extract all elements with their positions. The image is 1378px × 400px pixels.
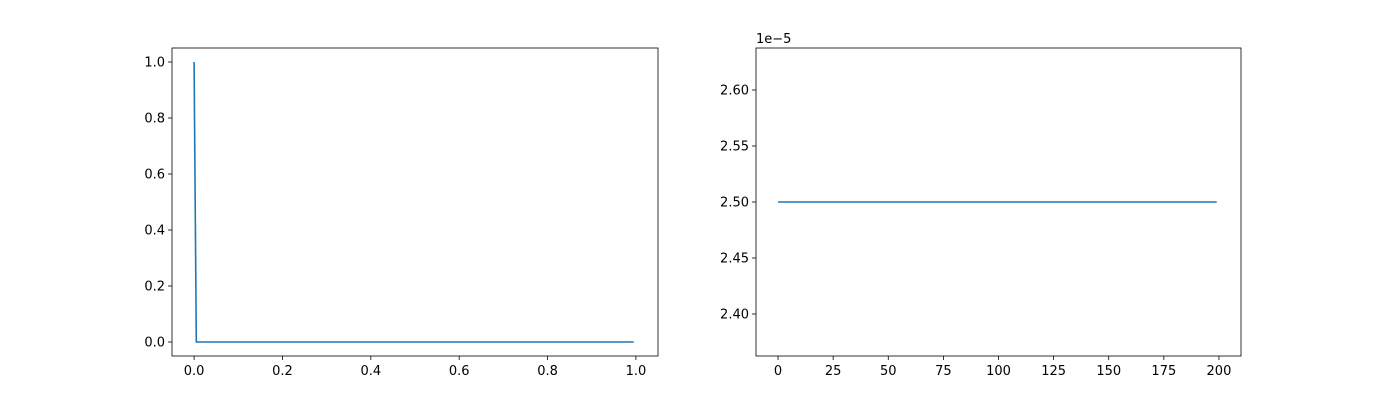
chart-left: 0.0 0.2 0.4 0.6 0.8 1.0 0.0 0.2 0.4 0.6 0.8 1.0: [144, 47, 659, 379]
y-tick-label: 2.40: [720, 308, 749, 323]
y-tick-label: 0.8: [144, 112, 165, 127]
y-tick-label: 0.6: [144, 168, 165, 183]
axes-frame: [171, 47, 659, 357]
x-tick-label: 0.0: [184, 364, 205, 379]
x-tick-label: 50: [880, 364, 897, 379]
series-line-1: [193, 61, 634, 343]
y-tick-label: 2.45: [720, 252, 749, 267]
x-tick-label: 25: [825, 364, 842, 379]
x-tick-label: 0: [774, 364, 782, 379]
y-tick-label: 2.60: [720, 84, 749, 99]
y-offset-label: 1e−5: [756, 32, 791, 47]
x-tick-label: 1.0: [626, 364, 647, 379]
x-tick-label: 0.4: [360, 364, 381, 379]
x-tick-label: 200: [1207, 364, 1232, 379]
y-tick-label: 0.0: [144, 336, 165, 351]
y-tick-label: 1.0: [144, 56, 165, 71]
y-tick-label: 2.50: [720, 196, 749, 211]
y-tick-label: 2.55: [720, 140, 749, 155]
x-tick-label: 100: [986, 364, 1011, 379]
y-tick-label: 0.4: [144, 224, 165, 239]
x-tick-label: 0.2: [272, 364, 293, 379]
y-tick-label: 0.2: [144, 280, 165, 295]
x-tick-label: 175: [1151, 364, 1176, 379]
chart-right: 0 25 50 75 100 125 150 175 200 2.40 2.45 2.50 2.55 2.…: [720, 32, 1242, 379]
x-tick-label: 125: [1041, 364, 1066, 379]
x-tick-label: 0.6: [449, 364, 470, 379]
x-tick-label: 150: [1096, 364, 1121, 379]
x-tick-label: 0.8: [537, 364, 558, 379]
x-tick-label: 75: [935, 364, 952, 379]
